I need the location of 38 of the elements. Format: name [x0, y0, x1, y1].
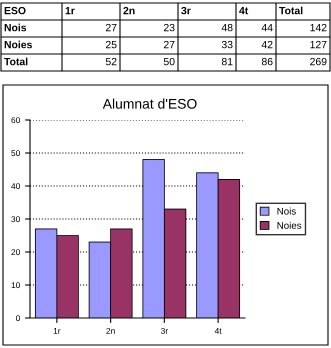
y-tick-label: 50 — [11, 150, 20, 156]
text: 2n — [123, 6, 135, 14]
chart-title: Alumnat d'ESO — [102, 98, 197, 109]
text: 3r — [181, 6, 191, 14]
x-tick-label: 1r — [54, 328, 60, 334]
y-tick-label: 20 — [11, 249, 20, 256]
x-tick-label: 3r — [160, 328, 168, 334]
text: 27 — [164, 40, 174, 48]
text: Noies — [4, 40, 32, 48]
text: 42 — [262, 40, 272, 48]
text: 81 — [222, 58, 232, 66]
text: 25 — [106, 40, 117, 48]
y-tick-label: 40 — [11, 183, 20, 190]
x-tick-label: 2n — [106, 328, 115, 334]
text: 50 — [164, 58, 175, 66]
text: ESO — [4, 6, 26, 14]
text: 27 — [106, 24, 116, 32]
text: 1r — [66, 7, 75, 14]
x-tick-label: 4t — [214, 328, 222, 334]
y-tick-label: 60 — [11, 117, 20, 124]
text: 127 — [310, 40, 326, 48]
y-tick-label: 10 — [12, 282, 20, 288]
text: 269 — [310, 58, 327, 66]
text: 33 — [222, 40, 233, 48]
text: 44 — [262, 24, 273, 32]
y-tick-label: 30 — [11, 216, 20, 222]
legend-label: Noies — [278, 222, 302, 229]
legend-label: Nois — [278, 208, 296, 215]
y-tick-label: 0 — [16, 315, 20, 322]
text: Nois — [4, 24, 26, 32]
text: 52 — [106, 58, 116, 66]
text: Total — [279, 6, 302, 14]
text: 142 — [310, 24, 326, 32]
text: 23 — [164, 24, 175, 32]
text: Total — [4, 58, 28, 66]
text: 86 — [262, 58, 273, 66]
text: 4t — [239, 7, 248, 14]
text: 48 — [222, 24, 233, 32]
